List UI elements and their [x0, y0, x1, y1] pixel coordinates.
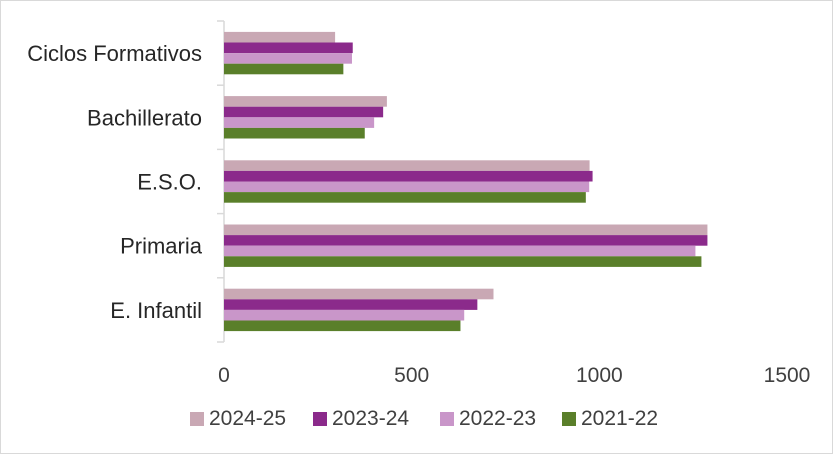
category-label: Primaria	[120, 234, 203, 259]
legend-label: 2022-23	[459, 407, 536, 430]
legend-swatch	[313, 412, 327, 426]
x-tick-label: 1500	[764, 364, 811, 387]
category-label: Ciclos Formativos	[27, 41, 202, 66]
bar-2023-24-Bachillerato	[224, 106, 384, 118]
bar-2022-23-E.S.O.	[224, 181, 590, 193]
legend-swatch	[562, 412, 576, 426]
x-tick-label: 500	[394, 364, 429, 387]
legend-label: 2021-22	[581, 407, 658, 430]
bar-2022-23-Ciclos Formativos	[224, 53, 352, 64]
bar-2024-25-Ciclos Formativos	[224, 31, 336, 43]
bar-2024-25-E. Infantil	[224, 288, 494, 300]
bar-2021-22-E. Infantil	[224, 320, 461, 332]
chart-axes	[217, 20, 225, 343]
bar-2023-24-E. Infantil	[224, 299, 478, 310]
bar-2022-23-Bachillerato	[224, 117, 375, 128]
bar-2022-23-E. Infantil	[224, 309, 465, 321]
bar-2023-24-E.S.O.	[224, 170, 593, 182]
bar-2021-22-E.S.O.	[224, 192, 586, 203]
bar-2024-25-E.S.O.	[224, 160, 590, 171]
chart-legend: 2024-25 2023-24 2022-23 2021-22	[190, 407, 658, 430]
category-label: Bachillerato	[87, 105, 202, 130]
category-label: E.S.O.	[137, 170, 202, 195]
x-tick-label: 0	[218, 364, 230, 387]
legend-swatch	[440, 412, 454, 426]
bar-2024-25-Primaria	[224, 224, 708, 236]
chart-labels: E. Infantil Primaria E.S.O. Bachillerato Cic…	[27, 41, 810, 387]
legend-label: 2024-25	[209, 407, 286, 430]
bar-2021-22-Primaria	[224, 256, 702, 267]
bar-2021-22-Ciclos Formativos	[224, 63, 344, 75]
bar-2024-25-Bachillerato	[224, 96, 387, 107]
chart-bars	[224, 31, 708, 332]
bar-2023-24-Ciclos Formativos	[224, 42, 353, 54]
bar-2021-22-Bachillerato	[224, 127, 365, 139]
legend-label: 2023-24	[332, 407, 409, 430]
category-label: E. Infantil	[110, 298, 202, 323]
x-tick-label: 1000	[576, 364, 623, 387]
bar-2022-23-Primaria	[224, 245, 696, 257]
legend-swatch	[190, 412, 204, 426]
bar-2023-24-Primaria	[224, 235, 708, 246]
